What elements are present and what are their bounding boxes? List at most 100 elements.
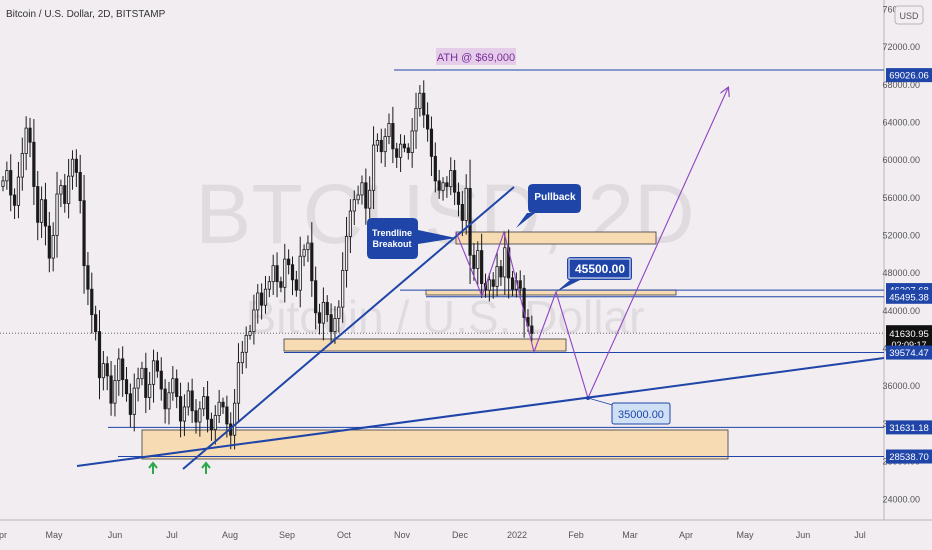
candle-body — [279, 281, 283, 288]
candle-body — [221, 401, 225, 408]
candle-body — [302, 249, 306, 257]
candle-body — [70, 158, 75, 177]
candle-body — [198, 408, 202, 423]
candle-body — [101, 363, 105, 379]
y-tick-label: 52000.00 — [882, 231, 920, 241]
y-tick-label: 44000.00 — [882, 306, 920, 316]
candle-body — [1, 180, 5, 187]
target-zone — [425, 289, 677, 296]
candle-body — [456, 191, 461, 205]
candle-body — [175, 378, 179, 397]
candle-body — [402, 143, 407, 149]
x-tick-label: Aug — [222, 530, 238, 540]
rising-trendline[interactable] — [182, 186, 515, 470]
candle-body — [433, 155, 437, 182]
candle-body — [344, 236, 349, 271]
candle-body — [368, 189, 372, 209]
candle-body — [182, 406, 187, 422]
support-zone-mid — [283, 338, 567, 352]
candle-body — [171, 378, 175, 394]
candle-body — [487, 279, 491, 291]
price-axis[interactable]: 76000.0072000.0068000.0064000.0060000.00… — [882, 0, 924, 520]
price-tag: 45495.38 — [886, 289, 932, 304]
candle-body — [132, 387, 136, 415]
candle-body — [283, 258, 287, 288]
candle-body — [333, 318, 337, 332]
candle-body — [190, 390, 194, 412]
candle-body — [151, 360, 156, 385]
candle-body — [244, 334, 248, 353]
candle-body — [63, 185, 67, 204]
x-tick-label: Oct — [337, 530, 352, 540]
ath-label-text: ATH @ $69,000 — [437, 52, 515, 64]
up-arrow-icon — [148, 461, 158, 474]
x-tick-label: Jul — [166, 530, 178, 540]
candle-body — [47, 225, 51, 259]
price-tags: 69026.0646207.6845495.3841630.9502:09:17… — [886, 68, 932, 464]
candle-body — [410, 130, 414, 154]
candle-body — [97, 331, 102, 379]
candle-body — [429, 128, 434, 157]
x-tick-label: May — [736, 530, 754, 540]
candle-body — [12, 194, 17, 206]
trendlines[interactable] — [76, 69, 885, 470]
candle-body — [186, 390, 190, 408]
candle-body — [298, 255, 302, 291]
candle-body — [202, 396, 206, 410]
currency-label: USD — [899, 11, 919, 21]
candle-body — [383, 136, 387, 153]
candle-body — [94, 314, 98, 332]
price-tag: 69026.06 — [886, 68, 932, 83]
time-axis[interactable]: Apr May Jun Jul Aug Sep Oct Nov Dec 2022 Feb Mar Apr… — [0, 519, 932, 540]
candle-body — [317, 312, 322, 324]
candle-body — [507, 247, 511, 279]
price-tag-label: 69026.06 — [889, 71, 929, 82]
candle-body — [117, 358, 121, 381]
trendline-breakout-callout: Trendline Breakout — [367, 218, 456, 259]
x-tick-label: Mar — [622, 530, 638, 540]
candle-body — [414, 107, 418, 132]
candle-body — [105, 363, 109, 377]
candle-body — [82, 200, 86, 267]
candle-body — [321, 301, 325, 324]
candle-body — [271, 265, 275, 283]
candle-body — [159, 370, 163, 390]
candle-body — [43, 199, 48, 227]
candle-body — [387, 123, 391, 137]
x-tick-label: Dec — [452, 530, 469, 540]
up-arrow-icon — [201, 461, 211, 474]
candle-body — [472, 254, 476, 269]
x-tick-label: May — [45, 530, 63, 540]
x-tick-label: Nov — [394, 530, 411, 540]
candle-body — [5, 170, 9, 182]
candle-body — [364, 182, 368, 209]
candle-body — [59, 185, 63, 195]
candle-body — [325, 301, 329, 316]
projection[interactable] — [455, 88, 728, 407]
candle-body — [232, 402, 237, 436]
candle-body — [240, 351, 244, 364]
candle-body — [113, 380, 117, 404]
candle-body — [144, 367, 148, 398]
candle-body — [16, 176, 21, 206]
x-tick-label: Jun — [796, 530, 811, 540]
y-tick-label: 24000.00 — [882, 494, 920, 504]
y-tick-label: 48000.00 — [882, 268, 920, 278]
candle-body — [236, 362, 241, 404]
candle-body — [425, 114, 430, 130]
candle-body — [518, 280, 522, 289]
candle-body — [40, 199, 44, 223]
pullback-label: Pullback — [534, 192, 576, 203]
target-callout: 45500.00 — [556, 257, 632, 292]
candle-body — [306, 242, 310, 251]
x-tick-label: Sep — [279, 530, 295, 540]
candle-body — [391, 123, 395, 150]
price-tag-label: 31631.18 — [889, 423, 929, 434]
price-tag-label: 28538.70 — [889, 452, 929, 463]
candle-body — [445, 182, 449, 187]
resistance-zone-top — [455, 231, 657, 245]
price-tag: 39574.47 — [886, 345, 932, 360]
long-term-trendline[interactable] — [76, 357, 885, 467]
